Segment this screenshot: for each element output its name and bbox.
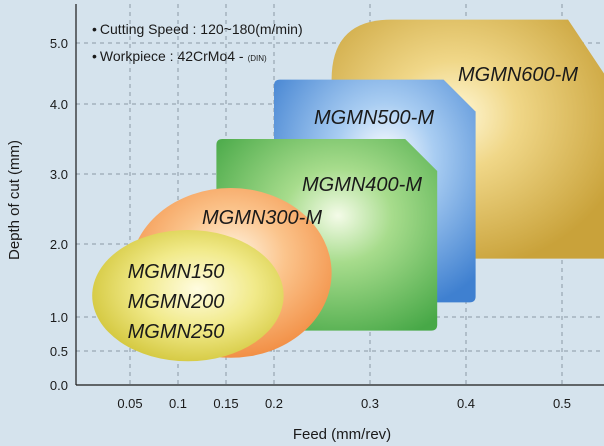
- x-tick-label: 0.2: [265, 396, 283, 411]
- region-labels: MGMN600-M MGMN500-M MGMN400-M MGMN300-M MGMN…: [128, 64, 579, 343]
- y-tick-label: 4.0: [50, 97, 68, 112]
- region-label: MGMN600-M: [458, 64, 578, 86]
- cutting-speed-note: • Cutting Speed : 120~180(m/min): [92, 21, 303, 37]
- ticks: 0.05 0.1 0.15 0.2 0.3 0.4 0.5 0.0 0.5 1.0 2.0 3.0 4.…: [50, 36, 571, 411]
- x-tick-label: 0.1: [169, 396, 187, 411]
- region-label: MGMN250: [128, 321, 225, 343]
- axes: [75, 4, 604, 386]
- region-label: MGMN400-M: [302, 174, 422, 196]
- y-tick-label: 3.0: [50, 167, 68, 182]
- regions: [92, 19, 604, 362]
- x-tick-label: 0.15: [213, 396, 238, 411]
- x-tick-label: 0.3: [361, 396, 379, 411]
- x-tick-label: 0.4: [457, 396, 475, 411]
- y-tick-label: 5.0: [50, 36, 68, 51]
- y-tick-label: 1.0: [50, 310, 68, 325]
- y-tick-label: 2.0: [50, 237, 68, 252]
- workpiece-note: • Workpiece : 42CrMo4 - (DIN): [92, 48, 267, 64]
- y-tick-label: 0.0: [50, 378, 68, 393]
- region-label: MGMN200: [128, 291, 225, 313]
- region-mgmn150-200-250: [92, 230, 284, 362]
- region-label: MGMN500-M: [314, 107, 434, 129]
- x-tick-label: 0.5: [553, 396, 571, 411]
- y-tick-label: 0.5: [50, 344, 68, 359]
- x-tick-label: 0.05: [117, 396, 142, 411]
- region-label: MGMN150: [128, 261, 225, 283]
- region-label: MGMN300-M: [202, 207, 322, 229]
- x-axis-title: Feed (mm/rev): [293, 426, 391, 443]
- annotations: • Cutting Speed : 120~180(m/min) • Workpie…: [92, 21, 303, 64]
- y-axis-title: Depth of cut (mm): [6, 140, 23, 260]
